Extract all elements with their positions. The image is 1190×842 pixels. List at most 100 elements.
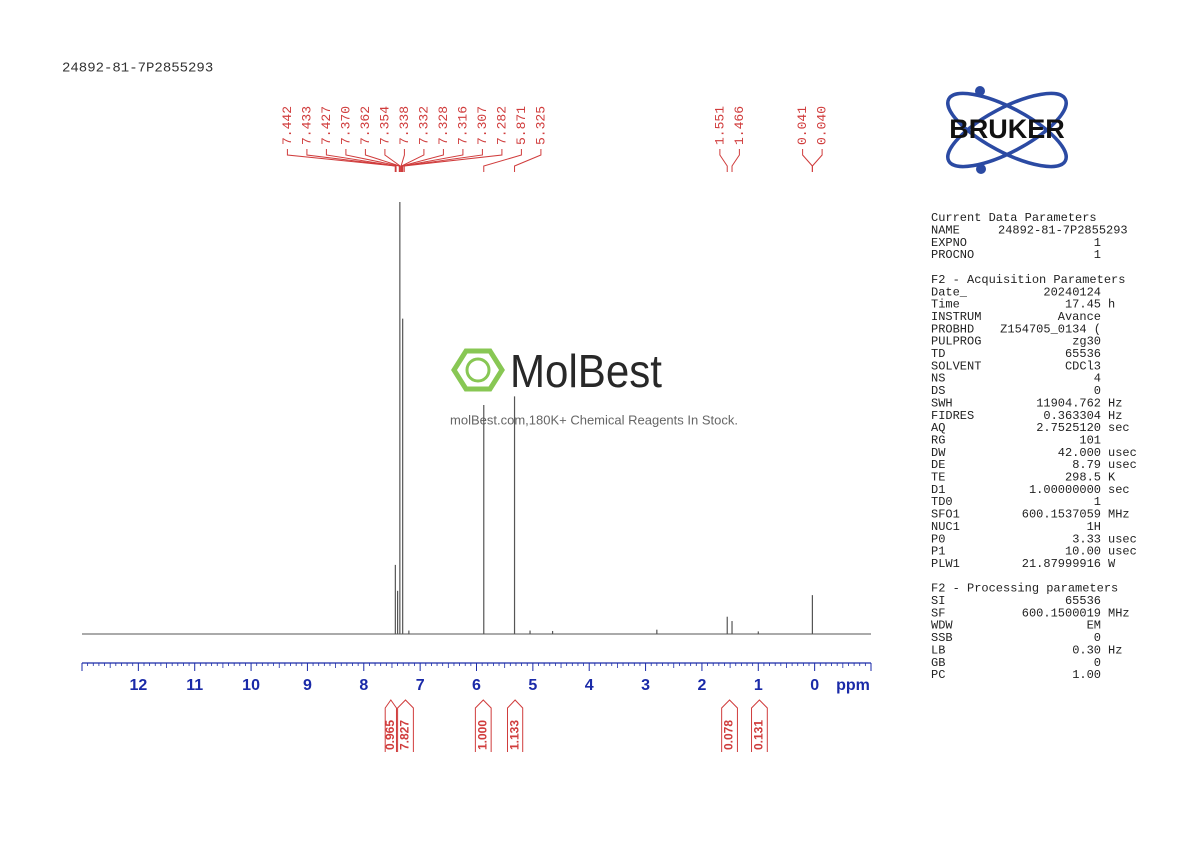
logo-orbit	[946, 91, 1068, 169]
param-key: SFO1	[931, 508, 960, 522]
integral-label: 1.000	[475, 720, 489, 750]
peak-label: 1.551	[712, 106, 727, 145]
peak-label: 5.325	[533, 106, 548, 145]
param-unit: usec	[1108, 532, 1137, 546]
param-key: P0	[931, 532, 945, 546]
x-tick-label: 4	[585, 677, 594, 694]
watermark-icon	[465, 357, 491, 383]
param-key: TD0	[931, 495, 953, 509]
param-key: TE	[931, 471, 945, 485]
param-value: 0	[1094, 384, 1101, 398]
peak-connector	[325, 149, 397, 172]
param-key: SI	[931, 594, 945, 608]
integral-bracket	[506, 699, 524, 752]
param-key: PULPROG	[931, 335, 981, 349]
integral-label: 0.965	[383, 720, 397, 750]
param-value: 21.87999916	[1022, 557, 1101, 571]
param-unit: MHz	[1108, 508, 1130, 522]
integral-bracket	[751, 699, 768, 752]
sample-id: 24892-81-7P2855293	[62, 61, 213, 77]
integral-bracket	[474, 699, 492, 752]
param-key: NS	[931, 372, 945, 386]
peak-connector	[811, 149, 823, 172]
param-value: EM	[1087, 619, 1101, 633]
peak-connector	[402, 149, 483, 172]
param-unit: usec	[1108, 458, 1137, 472]
param-value: Avance	[1058, 310, 1101, 324]
param-value: 10.00	[1065, 545, 1101, 559]
peak-connector	[286, 149, 396, 172]
param-key: SF	[931, 606, 945, 620]
x-tick-label: 9	[303, 677, 312, 694]
param-value: zg30	[1072, 335, 1101, 349]
param-key: EXPNO	[931, 236, 967, 250]
peak-connector	[719, 149, 728, 172]
peak-label: 7.338	[397, 106, 412, 145]
param-value: 3.33	[1072, 532, 1101, 546]
watermark-name: MolBest	[510, 345, 662, 397]
param-section-title: F2 - Processing parameters	[931, 582, 1118, 596]
param-value: 0.363304	[1043, 409, 1101, 423]
peak-label: 7.307	[475, 106, 490, 145]
param-key: INSTRUM	[931, 310, 981, 324]
param-section-title: Current Data Parameters	[931, 211, 1097, 225]
peak-label: 7.427	[319, 106, 334, 145]
param-key: WDW	[931, 619, 953, 633]
x-tick-label: 3	[641, 677, 650, 694]
x-tick-label: 10	[242, 677, 260, 694]
param-key: SSB	[931, 631, 953, 645]
logo-text: BRUKER	[949, 114, 1065, 144]
peak-connector	[403, 149, 503, 172]
watermark-tagline: molBest.com,180K+ Chemical Reagents In S…	[450, 412, 738, 427]
param-key: P1	[931, 545, 945, 559]
param-value: 1	[1094, 236, 1101, 250]
param-value: 0	[1094, 656, 1101, 670]
x-tick-label: 8	[359, 677, 368, 694]
param-key: PROCNO	[931, 248, 974, 262]
param-unit: Hz	[1108, 396, 1122, 410]
param-value: CDCl3	[1065, 359, 1101, 373]
param-key: PLW1	[931, 557, 960, 571]
peak-label: 0.040	[815, 106, 830, 145]
x-tick-label: 1	[754, 677, 763, 694]
param-key: TD	[931, 347, 945, 361]
param-key: AQ	[931, 421, 945, 435]
peak-label: 7.442	[280, 106, 295, 145]
param-unit: MHz	[1108, 606, 1130, 620]
param-value: 0.30	[1072, 643, 1101, 657]
integral-label: 7.827	[398, 720, 412, 750]
param-key: PC	[931, 668, 945, 682]
integral-bracket	[721, 699, 738, 752]
peak-connector	[401, 149, 444, 172]
param-key: SWH	[931, 396, 953, 410]
param-value: 1	[1094, 495, 1101, 509]
param-section-title: F2 - Acquisition Parameters	[931, 273, 1125, 287]
spectrum	[82, 202, 871, 635]
peak-label: 7.370	[338, 106, 353, 145]
param-value: 24892-81-7P2855293	[998, 224, 1128, 238]
peak-connector	[731, 149, 740, 172]
watermark-icon	[451, 348, 505, 392]
param-key: D1	[931, 483, 945, 497]
x-tick-label: 6	[472, 677, 481, 694]
x-tick-label: 5	[528, 677, 537, 694]
param-value: 1.00000000	[1029, 483, 1101, 497]
param-value: 8.79	[1072, 458, 1101, 472]
param-value: 20240124	[1043, 285, 1101, 299]
param-unit: Hz	[1108, 643, 1122, 657]
param-value: 1.00	[1072, 668, 1101, 682]
param-value: 2.7525120	[1036, 421, 1101, 435]
param-key: NUC1	[931, 520, 960, 534]
logo-dot	[975, 86, 985, 96]
param-value: Z154705_0134 (	[1000, 322, 1101, 336]
peak-label: 7.316	[455, 106, 470, 145]
param-key: PROBHD	[931, 322, 974, 336]
integral-label: 0.131	[752, 720, 766, 750]
integral-bracket	[384, 699, 397, 752]
param-unit: usec	[1108, 545, 1137, 559]
param-unit: usec	[1108, 446, 1137, 460]
x-tick-label: 11	[186, 677, 203, 694]
logo-dot	[976, 164, 986, 174]
param-key: DE	[931, 458, 945, 472]
